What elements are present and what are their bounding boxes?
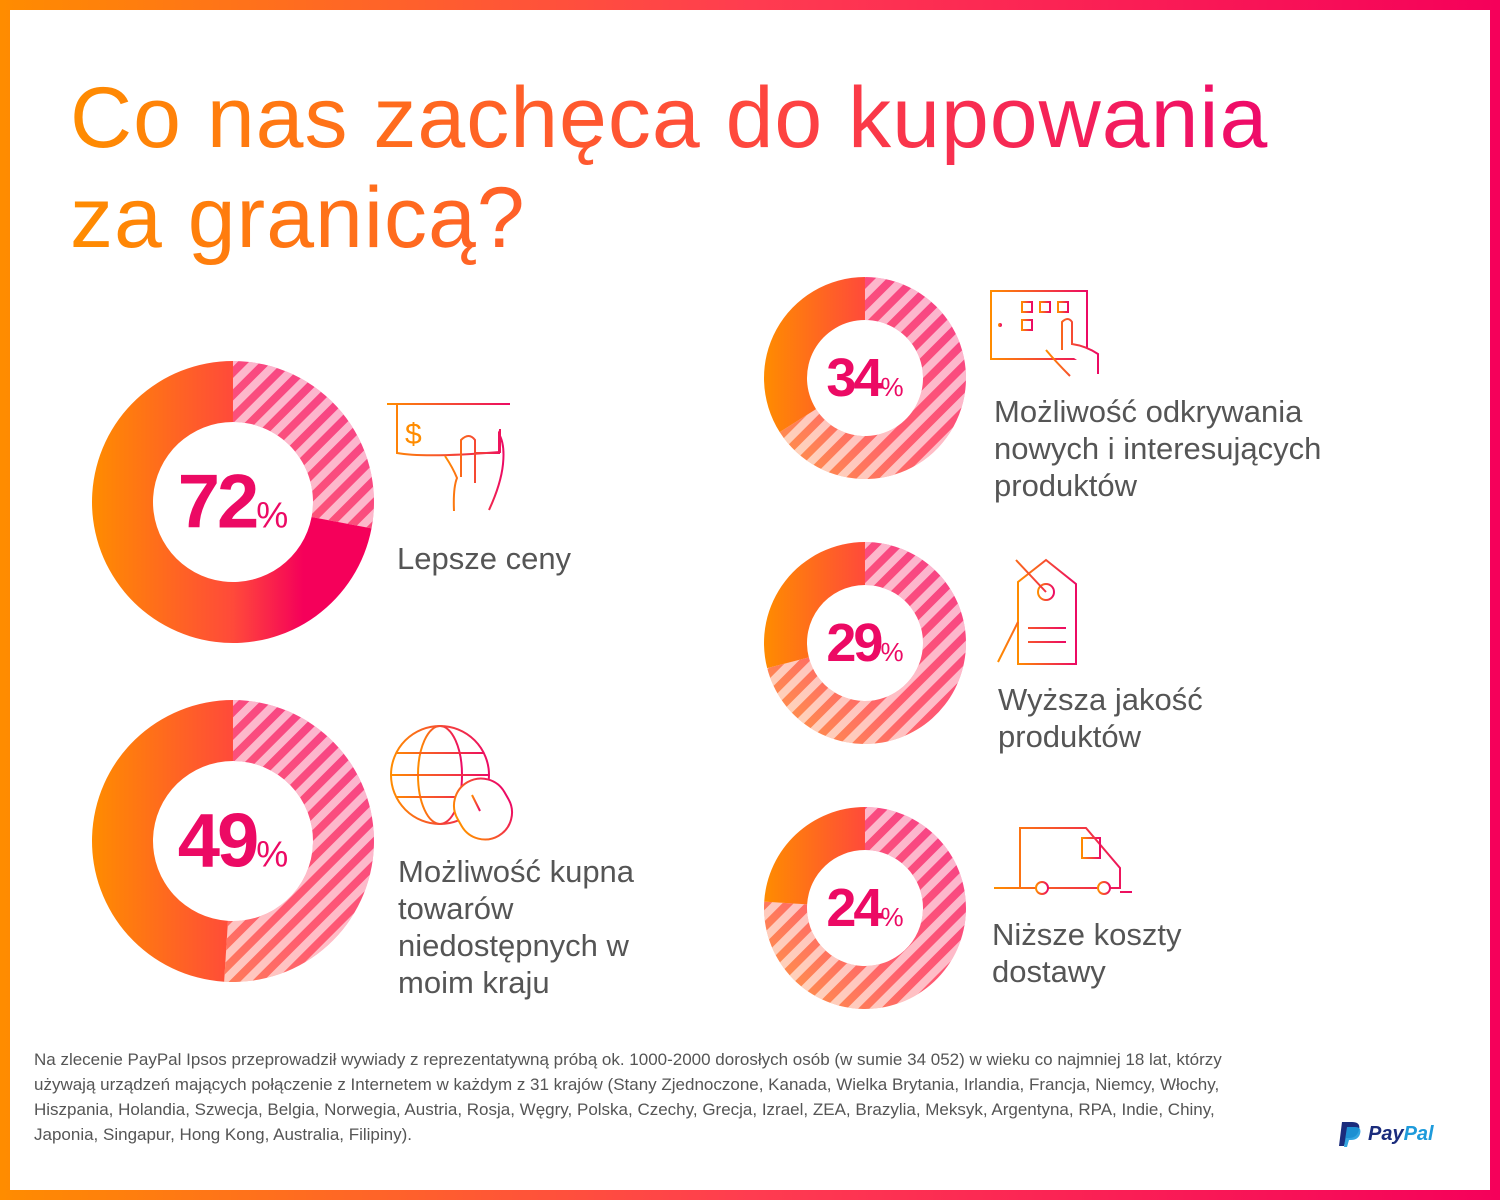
label-niedostepne-towary: Możliwość kupna towarów niedostępnych w moi… xyxy=(398,853,634,1001)
label-lepsze-ceny: Lepsze ceny xyxy=(397,540,571,577)
donut-hatch-overlay xyxy=(767,542,966,745)
percent-sign: % xyxy=(256,494,289,536)
donut-value-segment xyxy=(764,542,865,669)
tablet-touch-icon xyxy=(990,290,1099,377)
label-line: Możliwość kupna xyxy=(398,854,635,889)
label-line: towarów xyxy=(398,891,514,926)
percent-value: 24% xyxy=(826,877,903,939)
svg-text:$: $ xyxy=(405,418,422,451)
dollar-bill-hand-icon: $ xyxy=(387,403,510,512)
label-line: Niższe koszty xyxy=(992,917,1182,952)
paypal-logo: PayPal xyxy=(1338,1120,1434,1148)
logo-pay: Pay xyxy=(1368,1122,1404,1145)
donut-hatch-overlay xyxy=(779,277,966,479)
globe-mouse-icon xyxy=(390,725,513,841)
price-tag-icon xyxy=(997,558,1077,665)
label-nowe-produkty: Możliwość odkrywania nowych i interesując… xyxy=(994,393,1321,504)
percent-number: 34 xyxy=(826,348,883,408)
paypal-p-icon xyxy=(1339,1122,1361,1147)
percent-number: 72 xyxy=(177,459,260,545)
label-line: moim kraju xyxy=(398,965,550,1000)
donut-value-segment xyxy=(764,807,865,905)
percent-sign: % xyxy=(880,902,904,932)
donut-hatch-overlay xyxy=(764,807,967,1010)
logo-pal: Pal xyxy=(1403,1122,1434,1145)
percent-number: 24 xyxy=(826,878,883,938)
percent-sign: % xyxy=(880,637,904,667)
percent-value: 29% xyxy=(826,612,903,674)
label-line: dostawy xyxy=(992,954,1106,989)
donut-hatch-overlay xyxy=(224,700,375,982)
label-line: nowych i interesujących xyxy=(994,431,1322,466)
donut-value-segment xyxy=(764,277,865,433)
donut-value-segment xyxy=(92,361,372,643)
percent-sign: % xyxy=(256,833,289,875)
percent-value: 72% xyxy=(178,459,289,546)
percent-number: 49 xyxy=(177,798,260,884)
label-koszty-dostawy: Niższe koszty dostawy xyxy=(992,916,1181,990)
percent-value: 34% xyxy=(826,347,903,409)
label-line: niedostępnych w xyxy=(398,928,629,963)
donut-value-segment xyxy=(92,700,233,982)
label-line: Lepsze ceny xyxy=(397,541,572,576)
percent-number: 29 xyxy=(826,613,883,673)
label-jakosc: Wyższa jakość produktów xyxy=(998,681,1203,755)
label-line: Wyższa jakość xyxy=(998,682,1203,717)
percent-sign: % xyxy=(880,372,904,402)
donut-hatch-overlay xyxy=(233,361,374,529)
footnote: Na zlecenie PayPal Ipsos przeprowadził w… xyxy=(34,1050,1222,1144)
label-line: produktów xyxy=(998,719,1142,754)
percent-value: 49% xyxy=(178,798,289,885)
label-line: Możliwość odkrywania xyxy=(994,394,1303,429)
delivery-van-icon xyxy=(994,827,1132,895)
label-line: produktów xyxy=(994,468,1138,503)
